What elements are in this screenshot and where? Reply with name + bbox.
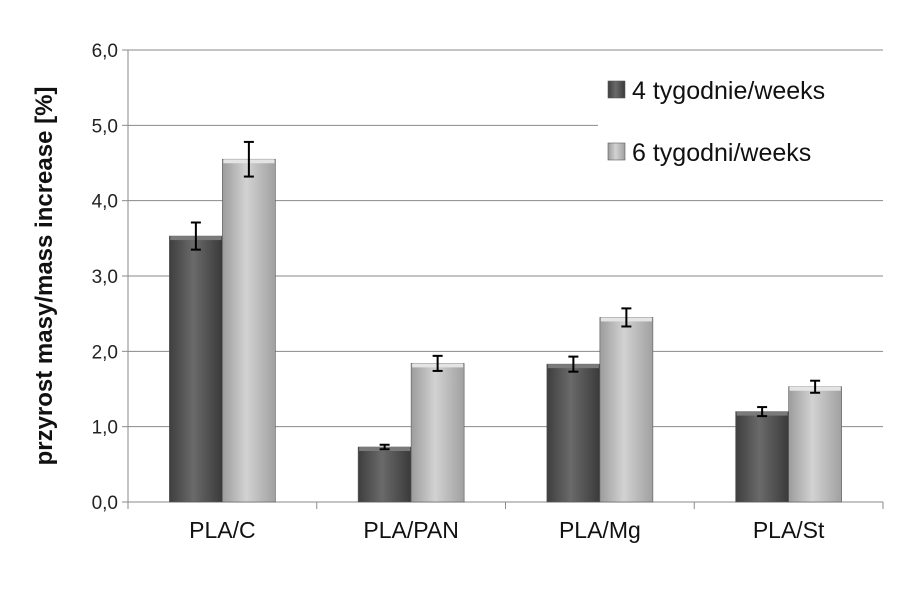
legend-label: 6 tygodni/weeks <box>632 139 811 167</box>
bar <box>222 158 276 503</box>
error-bars <box>190 140 821 451</box>
x-category-label: PLA/C <box>189 517 255 543</box>
y-tick-label: 5,0 <box>92 116 118 137</box>
y-tick-label: 2,0 <box>92 342 118 363</box>
y-axis-title: przyrost masy/mass increase [%] <box>31 87 58 466</box>
bar <box>599 317 654 503</box>
x-category-label: PLA/PAN <box>363 517 458 543</box>
bar <box>169 235 223 503</box>
legend: 4 tygodnie/weeks 6 tygodni/weeks <box>598 55 883 195</box>
y-tick-label: 6,0 <box>92 41 118 62</box>
bar <box>410 363 465 503</box>
legend-label: 4 tygodnie/weeks <box>632 77 825 105</box>
bar <box>546 363 601 503</box>
bar <box>788 386 842 503</box>
axis-labels: 0,0 1,0 2,0 3,0 4,0 5,0 6,0 PLA/C PLA/PAN PLA/Mg P… <box>92 41 825 543</box>
bar <box>735 411 789 503</box>
x-category-label: PLA/Mg <box>559 517 641 543</box>
y-tick-label: 3,0 <box>92 267 118 288</box>
bar <box>357 446 412 503</box>
legend-swatch <box>607 142 626 161</box>
y-tick-label: 0,0 <box>92 493 118 514</box>
bars <box>169 158 842 503</box>
x-category-label: PLA/St <box>753 517 825 543</box>
legend-swatch <box>607 80 626 99</box>
y-tick-label: 4,0 <box>92 192 118 213</box>
legend-background <box>598 55 883 195</box>
y-tick-label: 1,0 <box>92 418 118 439</box>
